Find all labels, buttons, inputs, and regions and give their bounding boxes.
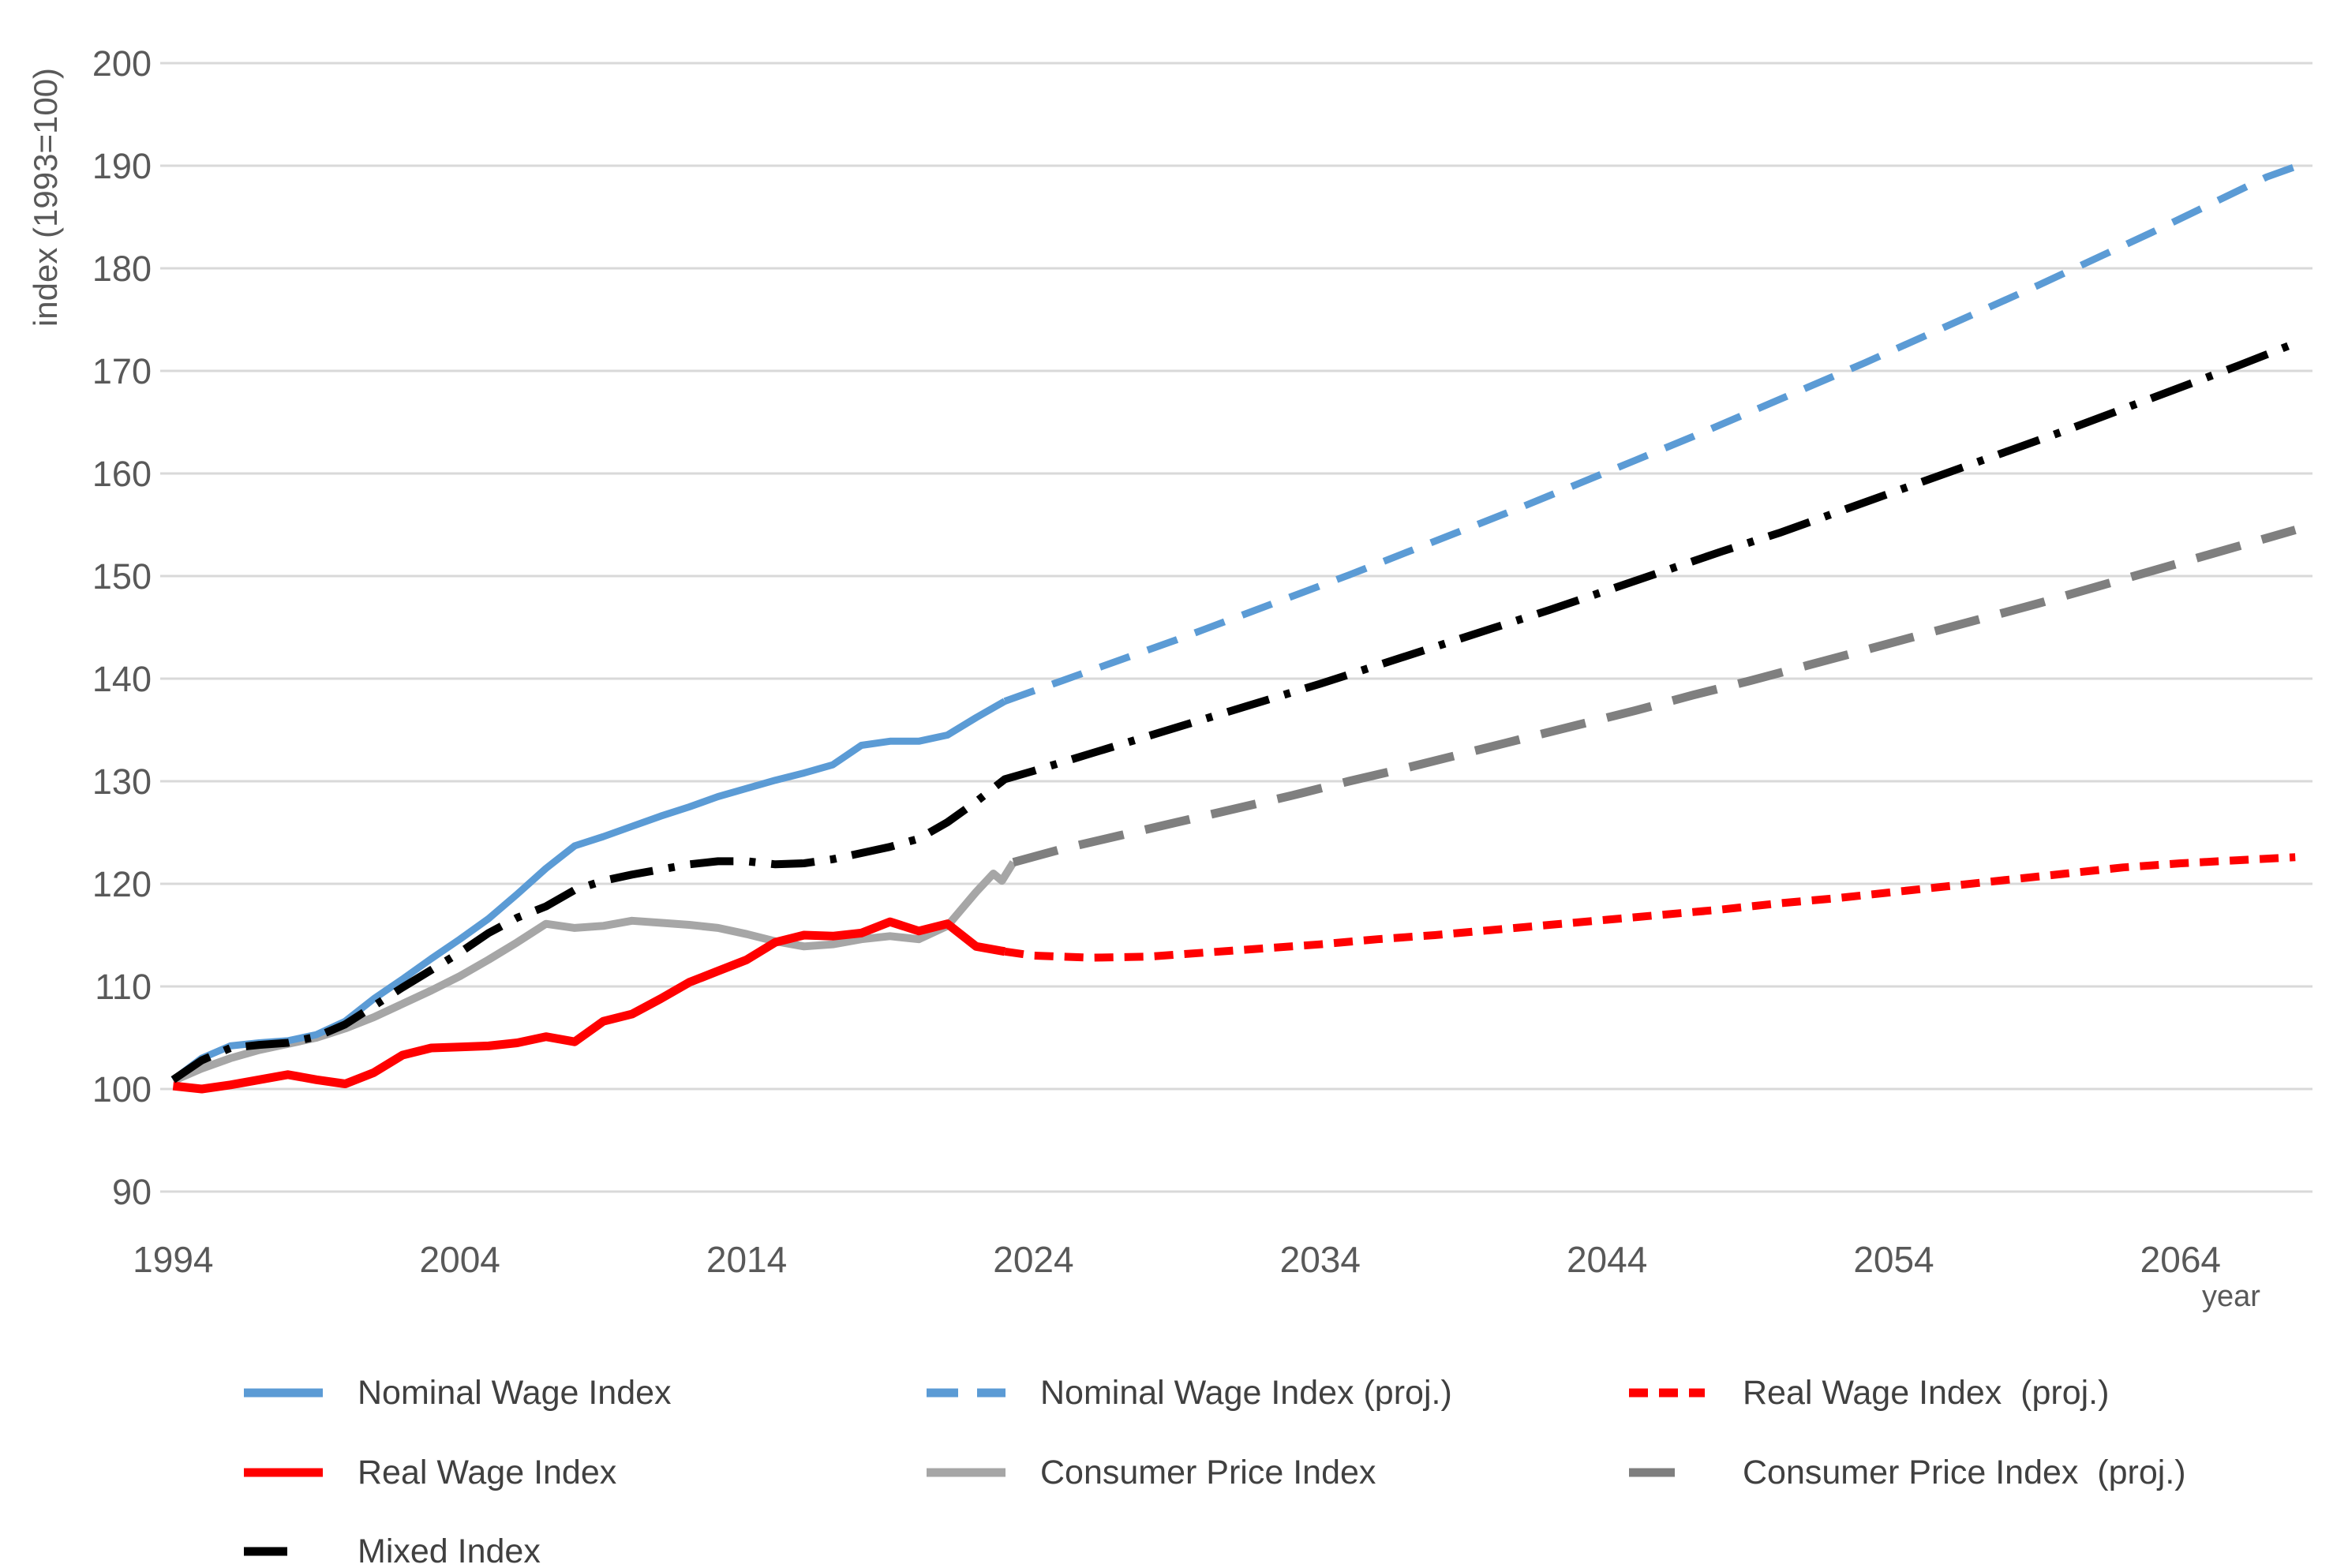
y-tick-label: 190 <box>92 146 152 186</box>
x-tick-label: 2024 <box>993 1239 1073 1280</box>
y-tick-label: 120 <box>92 864 152 904</box>
x-tick-label: 2004 <box>420 1239 500 1280</box>
line-mixed-index <box>170 339 2297 1083</box>
y-tick-label: 200 <box>92 43 152 84</box>
y-tick-label: 180 <box>92 249 152 289</box>
y-tick-label: 140 <box>92 659 152 699</box>
y-tick-label: 90 <box>112 1172 152 1212</box>
line-consumer-price-index-proj <box>1012 526 2297 867</box>
y-tick-label: 150 <box>92 556 152 597</box>
y-tick-label: 100 <box>92 1069 152 1110</box>
line-nominal-wage-index <box>170 698 1007 1083</box>
line-real-wage-index <box>172 917 1006 1094</box>
x-axis-title: year <box>2202 1280 2260 1313</box>
line-real-wage-index-proj <box>1004 853 2296 962</box>
line-nominal-wage-index-proj <box>1003 163 2297 705</box>
x-tick-label: 2054 <box>1853 1239 1934 1280</box>
y-tick-label: 160 <box>92 454 152 494</box>
x-tick-label: 2014 <box>706 1239 787 1280</box>
y-tick-label: 110 <box>95 967 152 1007</box>
x-tick-label: 2034 <box>1280 1239 1361 1280</box>
y-tick-label: 130 <box>92 762 152 802</box>
line-consumer-price-index <box>171 860 1017 1085</box>
x-tick-label: 2064 <box>2140 1239 2221 1280</box>
x-tick-label: 1994 <box>133 1239 213 1280</box>
x-tick-label: 2044 <box>1567 1239 1647 1280</box>
y-tick-label: 170 <box>92 351 152 391</box>
